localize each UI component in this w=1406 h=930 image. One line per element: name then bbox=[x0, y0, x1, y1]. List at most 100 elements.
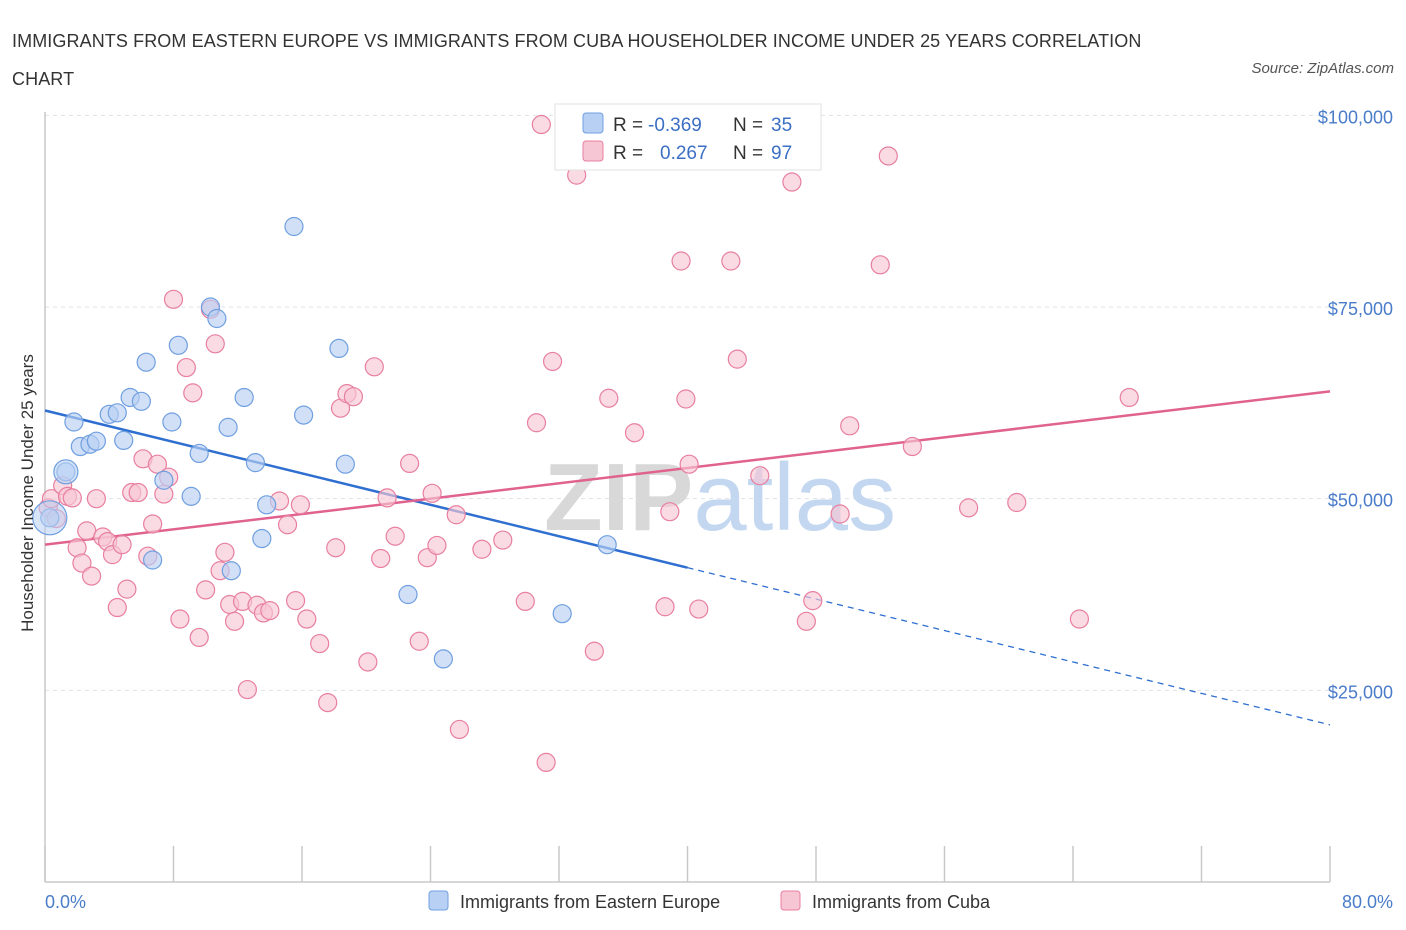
point-eastern-europe-30 bbox=[398, 584, 418, 605]
point-cuba-9 bbox=[81, 566, 102, 586]
point-cuba-30 bbox=[196, 580, 216, 600]
point-cuba-82 bbox=[721, 251, 741, 271]
point-cuba-85 bbox=[782, 172, 802, 192]
y-tick-labels: $25,000 $50,000 $75,000 $100,000 bbox=[1318, 107, 1393, 702]
legend-r-label-1: R = bbox=[613, 115, 643, 136]
point-eastern-europe-11 bbox=[136, 352, 156, 372]
point-cuba-87 bbox=[803, 591, 823, 611]
point-eastern-europe-12 bbox=[143, 550, 163, 570]
point-cuba-66 bbox=[493, 530, 513, 550]
point-cuba-54 bbox=[364, 357, 384, 377]
series-swatch-eastern-europe bbox=[428, 890, 449, 911]
point-eastern-europe-33 bbox=[597, 535, 617, 555]
point-cuba-57 bbox=[385, 526, 405, 546]
point-cuba-25 bbox=[163, 289, 184, 309]
point-cuba-34 bbox=[215, 542, 235, 562]
legend-n-value-2: 97 bbox=[771, 143, 792, 164]
y-tick-label-2: $75,000 bbox=[1328, 299, 1393, 319]
y-tick-label-0: $25,000 bbox=[1328, 682, 1393, 702]
legend-r-value-2: 0.267 bbox=[660, 143, 708, 164]
point-cuba-61 bbox=[422, 483, 442, 503]
point-cuba-21 bbox=[143, 514, 163, 534]
point-eastern-europe-23 bbox=[245, 453, 266, 473]
point-eastern-europe-13 bbox=[154, 470, 174, 490]
legend-n-label-1: N = bbox=[733, 115, 763, 136]
point-cuba-68 bbox=[526, 413, 547, 433]
series-label-cuba: Immigrants from Cuba bbox=[812, 892, 991, 912]
chart-title: IMMIGRANTS FROM EASTERN EUROPE VS IMMIGR… bbox=[12, 31, 1142, 89]
point-cuba-71 bbox=[542, 351, 563, 372]
point-cuba-75 bbox=[624, 423, 645, 443]
point-cuba-8 bbox=[77, 521, 97, 541]
point-cuba-69 bbox=[531, 114, 551, 135]
legend-n-value-1: 35 bbox=[771, 115, 792, 136]
point-cuba-27 bbox=[176, 357, 196, 378]
point-cuba-94 bbox=[1007, 492, 1027, 513]
point-cuba-43 bbox=[277, 515, 298, 535]
point-cuba-84 bbox=[750, 466, 770, 486]
x-tick-label-max: 80.0% bbox=[1342, 892, 1393, 912]
point-cuba-53 bbox=[358, 652, 378, 672]
point-eastern-europe-28 bbox=[329, 338, 349, 358]
point-cuba-7 bbox=[72, 553, 92, 573]
point-cuba-56 bbox=[377, 488, 397, 508]
point-cuba-18 bbox=[128, 482, 148, 503]
point-cuba-55 bbox=[371, 548, 391, 569]
point-eastern-europe-27 bbox=[294, 405, 314, 425]
point-cuba-95 bbox=[1069, 609, 1090, 629]
point-cuba-92 bbox=[902, 436, 922, 457]
series-label-eastern-europe: Immigrants from Eastern Europe bbox=[460, 892, 720, 912]
point-cuba-76 bbox=[655, 597, 675, 617]
legend-swatch-blue bbox=[582, 112, 604, 134]
legend-swatch-pink bbox=[582, 140, 604, 162]
point-cuba-47 bbox=[310, 633, 330, 654]
y-tick-label-3: $100,000 bbox=[1318, 107, 1393, 127]
point-cuba-89 bbox=[840, 416, 860, 436]
point-eastern-europe-21 bbox=[221, 561, 241, 581]
point-cuba-32 bbox=[205, 334, 225, 354]
point-eastern-europe-22 bbox=[234, 387, 254, 408]
point-cuba-73 bbox=[584, 641, 604, 661]
point-eastern-europe-17 bbox=[189, 443, 209, 464]
point-cuba-74 bbox=[599, 388, 619, 408]
point-cuba-41 bbox=[260, 600, 280, 621]
point-cuba-67 bbox=[515, 591, 535, 612]
x-tick-label-min: 0.0% bbox=[45, 892, 86, 912]
point-cuba-5 bbox=[62, 488, 82, 508]
y-axis-title: Householder Income Under 25 years bbox=[18, 354, 37, 632]
axes bbox=[44, 112, 1331, 883]
point-cuba-96 bbox=[1119, 387, 1139, 408]
legend-r-label-2: R = bbox=[613, 143, 643, 164]
point-eastern-europe-10 bbox=[131, 391, 151, 411]
data-points bbox=[32, 114, 1139, 773]
watermark-zip: ZIP bbox=[544, 444, 693, 551]
point-eastern-europe-16 bbox=[181, 486, 201, 506]
source-label: Source: ZipAtlas.com bbox=[1251, 60, 1394, 77]
point-eastern-europe-5 bbox=[86, 431, 107, 451]
trend-lines bbox=[44, 390, 1331, 726]
point-eastern-europe-32 bbox=[552, 604, 572, 624]
point-eastern-europe-7 bbox=[107, 403, 127, 423]
point-cuba-29 bbox=[189, 627, 209, 648]
point-eastern-europe-20 bbox=[218, 417, 238, 437]
point-cuba-52 bbox=[343, 387, 363, 407]
point-cuba-77 bbox=[660, 502, 680, 522]
point-cuba-28 bbox=[183, 383, 203, 403]
watermark-atlas: atlas bbox=[693, 444, 896, 551]
point-cuba-10 bbox=[86, 489, 107, 509]
point-cuba-36 bbox=[224, 611, 245, 631]
point-cuba-88 bbox=[830, 504, 850, 524]
point-eastern-europe-14 bbox=[162, 412, 182, 432]
y-tick-label-1: $50,000 bbox=[1328, 491, 1393, 511]
point-cuba-83 bbox=[727, 349, 747, 369]
correlation-legend: R = -0.369 N = 35 R = 0.267 N = 97 bbox=[554, 103, 822, 171]
point-cuba-70 bbox=[536, 752, 556, 773]
point-cuba-81 bbox=[689, 599, 709, 619]
point-cuba-15 bbox=[112, 535, 132, 555]
point-eastern-europe-29 bbox=[335, 454, 355, 474]
trend-line-eastern-europe-projection bbox=[687, 567, 1331, 726]
point-cuba-38 bbox=[237, 679, 257, 700]
point-eastern-europe-cluster-0 bbox=[32, 500, 68, 536]
point-cuba-93 bbox=[958, 498, 979, 518]
